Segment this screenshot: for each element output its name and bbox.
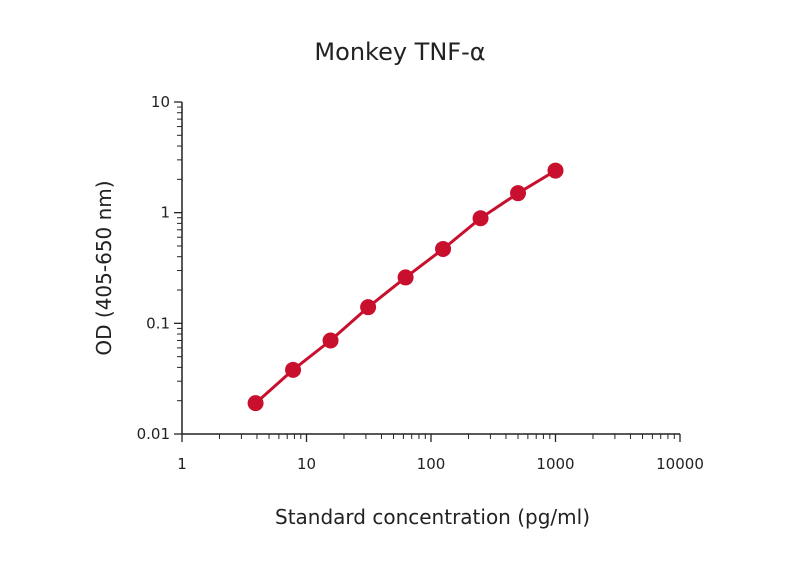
data-point [322, 332, 339, 349]
y-tick-label: 0.1 [146, 314, 170, 332]
x-tick-label: 1 [177, 455, 187, 473]
y-tick-label: 10 [151, 93, 170, 111]
chart-title: Monkey TNF-α [314, 38, 486, 66]
x-axis-label: Standard concentration (pg/ml) [275, 505, 590, 529]
data-point [247, 395, 264, 412]
x-tick-label: 100 [417, 455, 446, 473]
y-tick-label: 0.01 [137, 425, 170, 443]
x-tick-label: 10 [297, 455, 316, 473]
data-point [360, 299, 377, 316]
data-point [510, 185, 527, 202]
data-point [285, 361, 302, 378]
x-tick-label: 1000 [536, 455, 574, 473]
y-tick-label: 1 [160, 204, 170, 222]
data-point [435, 240, 452, 257]
x-tick-label: 10000 [656, 455, 704, 473]
data-point [397, 269, 414, 286]
data-point [472, 210, 489, 227]
data-point [547, 162, 564, 179]
